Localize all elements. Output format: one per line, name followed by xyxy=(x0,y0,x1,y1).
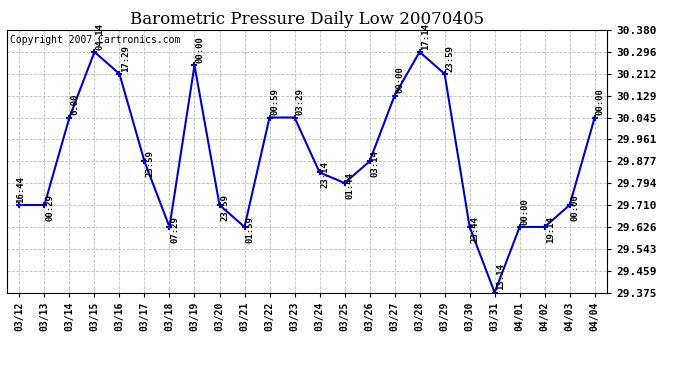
Text: 23:44: 23:44 xyxy=(471,216,480,243)
Text: 03:29: 03:29 xyxy=(296,88,305,116)
Text: 6:00: 6:00 xyxy=(70,94,79,116)
Text: 23:59: 23:59 xyxy=(221,194,230,220)
Text: 00:00: 00:00 xyxy=(396,67,405,93)
Text: 23:59: 23:59 xyxy=(146,150,155,177)
Text: 19:14: 19:14 xyxy=(546,216,555,243)
Text: 01:59: 01:59 xyxy=(246,216,255,243)
Text: 01:44: 01:44 xyxy=(346,172,355,199)
Text: 03:14: 03:14 xyxy=(371,150,380,177)
Text: Copyright 2007 Cartronics.com: Copyright 2007 Cartronics.com xyxy=(10,35,180,45)
Title: Barometric Pressure Daily Low 20070405: Barometric Pressure Daily Low 20070405 xyxy=(130,12,484,28)
Text: 00:59: 00:59 xyxy=(270,88,279,116)
Text: 16:44: 16:44 xyxy=(16,176,25,203)
Text: 00:00: 00:00 xyxy=(196,36,205,63)
Text: 00:00: 00:00 xyxy=(521,198,530,225)
Text: 23:59: 23:59 xyxy=(446,45,455,72)
Text: 07:29: 07:29 xyxy=(170,216,179,243)
Text: 17:29: 17:29 xyxy=(121,45,130,72)
Text: 04:14: 04:14 xyxy=(96,23,105,50)
Text: 23:14: 23:14 xyxy=(321,161,330,188)
Text: 13:14: 13:14 xyxy=(496,264,505,290)
Text: 00:00: 00:00 xyxy=(571,194,580,220)
Text: 00:00: 00:00 xyxy=(596,88,605,116)
Text: 17:14: 17:14 xyxy=(421,23,430,50)
Text: 00:29: 00:29 xyxy=(46,194,55,220)
